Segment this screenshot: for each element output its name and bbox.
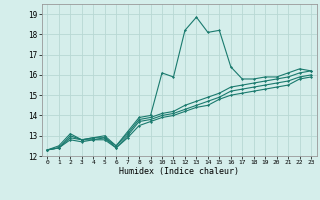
X-axis label: Humidex (Indice chaleur): Humidex (Indice chaleur) <box>119 167 239 176</box>
